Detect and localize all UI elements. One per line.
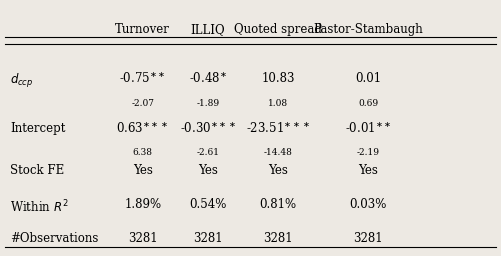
Text: #Observations: #Observations (10, 232, 98, 245)
Text: -0.48$^{\ast}$: -0.48$^{\ast}$ (189, 72, 227, 86)
Text: -23.51$^{\ast\ast\ast}$: -23.51$^{\ast\ast\ast}$ (246, 122, 310, 136)
Text: Yes: Yes (268, 164, 288, 177)
Text: 1.89%: 1.89% (124, 198, 161, 211)
Text: 0.03%: 0.03% (350, 198, 387, 211)
Text: 6.38: 6.38 (133, 148, 153, 157)
Text: -0.01$^{\ast\ast}$: -0.01$^{\ast\ast}$ (345, 122, 392, 136)
Text: 0.69: 0.69 (358, 99, 378, 108)
Text: Intercept: Intercept (10, 122, 66, 135)
Text: Quoted spread: Quoted spread (234, 23, 322, 36)
Text: $d_{ccp}$: $d_{ccp}$ (10, 72, 34, 90)
Text: -1.89: -1.89 (196, 99, 219, 108)
Text: 0.01: 0.01 (355, 72, 381, 85)
Text: 3281: 3281 (263, 232, 293, 245)
Text: 3281: 3281 (128, 232, 158, 245)
Text: 3281: 3281 (353, 232, 383, 245)
Text: Yes: Yes (198, 164, 218, 177)
Text: 0.54%: 0.54% (189, 198, 226, 211)
Text: 0.81%: 0.81% (260, 198, 297, 211)
Text: -0.30$^{\ast\ast\ast}$: -0.30$^{\ast\ast\ast}$ (179, 122, 236, 136)
Text: -0.75$^{\ast\ast}$: -0.75$^{\ast\ast}$ (119, 72, 166, 86)
Text: 1.08: 1.08 (268, 99, 288, 108)
Text: Yes: Yes (358, 164, 378, 177)
Text: Pastor-Stambaugh: Pastor-Stambaugh (313, 23, 423, 36)
Text: Yes: Yes (133, 164, 153, 177)
Text: 3281: 3281 (193, 232, 223, 245)
Text: 0.63$^{\ast\ast\ast}$: 0.63$^{\ast\ast\ast}$ (116, 122, 169, 136)
Text: Within $R^2$: Within $R^2$ (10, 198, 69, 215)
Text: -2.19: -2.19 (357, 148, 380, 157)
Text: -2.61: -2.61 (196, 148, 219, 157)
Text: ILLIQ: ILLIQ (190, 23, 225, 36)
Text: Stock FE: Stock FE (10, 164, 64, 177)
Text: Turnover: Turnover (115, 23, 170, 36)
Text: -14.48: -14.48 (264, 148, 293, 157)
Text: -2.07: -2.07 (131, 99, 154, 108)
Text: 10.83: 10.83 (262, 72, 295, 85)
